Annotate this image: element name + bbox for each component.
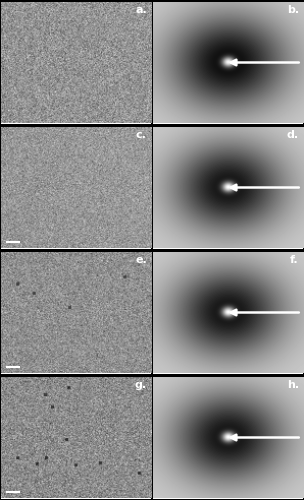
Text: e.: e. [135, 255, 147, 265]
Text: f.: f. [290, 255, 299, 265]
Text: c.: c. [136, 130, 147, 140]
Text: a.: a. [135, 5, 147, 15]
Text: b.: b. [287, 5, 299, 15]
Text: d.: d. [287, 130, 299, 140]
Text: h.: h. [287, 380, 299, 390]
Text: g.: g. [135, 380, 147, 390]
